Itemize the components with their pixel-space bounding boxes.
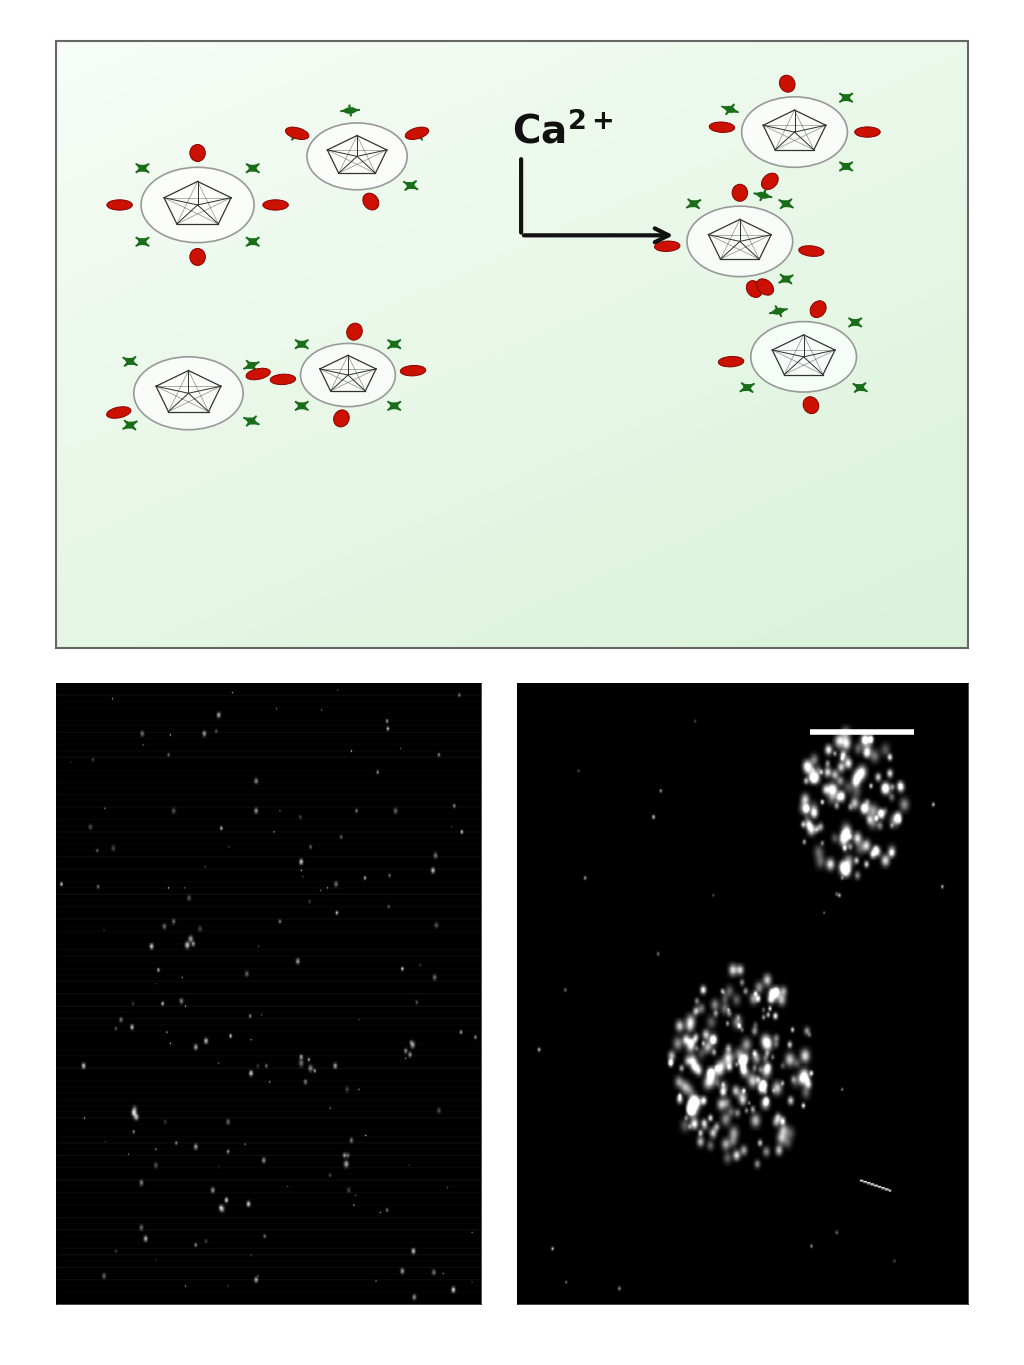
Ellipse shape xyxy=(746,281,762,298)
Ellipse shape xyxy=(189,248,206,265)
Ellipse shape xyxy=(718,356,743,367)
Ellipse shape xyxy=(106,199,132,210)
Ellipse shape xyxy=(246,369,270,379)
Ellipse shape xyxy=(732,184,748,201)
Ellipse shape xyxy=(710,121,734,132)
Ellipse shape xyxy=(762,173,778,190)
Ellipse shape xyxy=(263,199,289,210)
Ellipse shape xyxy=(362,194,379,210)
Ellipse shape xyxy=(803,397,819,414)
Circle shape xyxy=(134,356,243,430)
Ellipse shape xyxy=(406,127,429,139)
Ellipse shape xyxy=(855,127,881,138)
Ellipse shape xyxy=(400,366,426,375)
Ellipse shape xyxy=(286,127,309,139)
Circle shape xyxy=(687,206,793,277)
Ellipse shape xyxy=(270,374,296,385)
Ellipse shape xyxy=(757,278,773,295)
Ellipse shape xyxy=(654,242,680,251)
Ellipse shape xyxy=(799,246,824,257)
Ellipse shape xyxy=(347,324,362,340)
Ellipse shape xyxy=(334,410,349,427)
Ellipse shape xyxy=(106,407,131,418)
Circle shape xyxy=(141,168,254,243)
Circle shape xyxy=(307,123,408,190)
Ellipse shape xyxy=(779,75,795,93)
Ellipse shape xyxy=(189,145,206,161)
Text: $\mathbf{Ca^{2+}}$: $\mathbf{Ca^{2+}}$ xyxy=(512,112,613,152)
Circle shape xyxy=(751,322,856,392)
Circle shape xyxy=(301,344,395,407)
Ellipse shape xyxy=(810,300,826,318)
Circle shape xyxy=(741,97,848,168)
